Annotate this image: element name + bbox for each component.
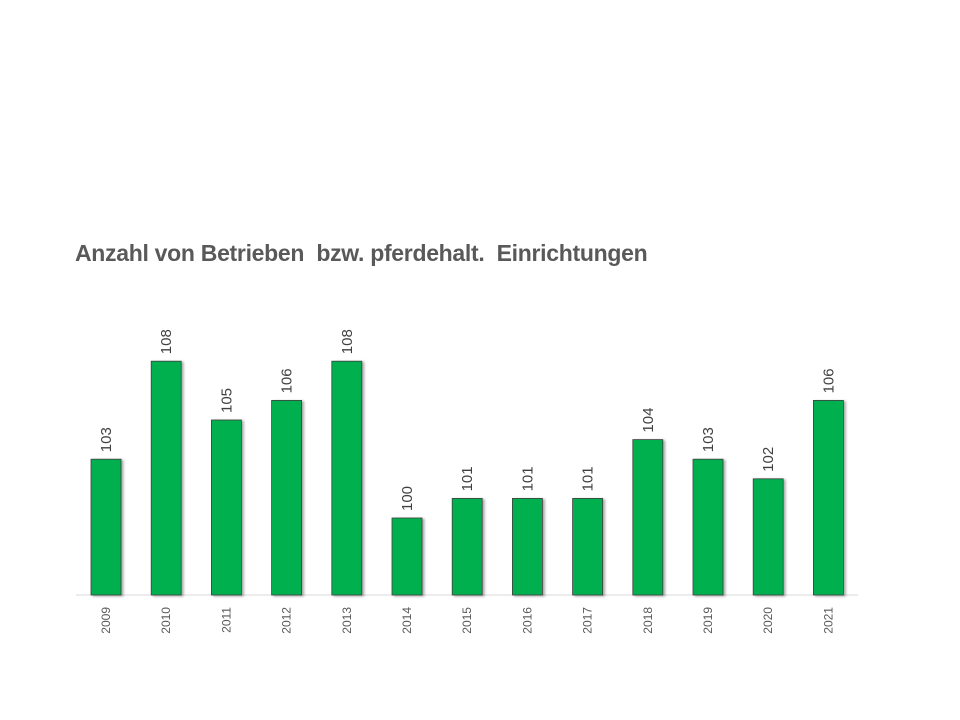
tick-label-2020: 2020	[761, 607, 775, 634]
tick-label-2016: 2016	[520, 607, 534, 634]
value-label-2011: 105	[218, 388, 235, 413]
bar-2017	[572, 497, 603, 596]
value-label-2014: 100	[399, 486, 416, 511]
bar-2021	[813, 399, 844, 596]
bar-2012	[271, 399, 303, 596]
bar-2011	[210, 419, 242, 596]
tick-label-2015: 2015	[460, 607, 474, 634]
value-label-2012: 106	[279, 368, 296, 393]
tick-label-2017: 2017	[581, 607, 595, 634]
bars-group	[90, 360, 844, 596]
chart-title: Anzahl von Betrieben bzw. pferdehalt. Ei…	[75, 240, 648, 266]
tick-label-2009: 2009	[99, 607, 113, 634]
value-label-2010: 108	[158, 329, 175, 354]
tick-label-2013: 2013	[340, 607, 354, 634]
bar-2015	[451, 497, 483, 596]
value-label-2016: 101	[519, 466, 536, 491]
bar-2014	[391, 517, 423, 596]
tick-label-2011: 2011	[219, 607, 233, 633]
tick-label-2014: 2014	[400, 607, 414, 634]
tick-label-2021: 2021	[821, 607, 835, 634]
bar-2020	[752, 478, 784, 596]
value-label-2013: 108	[339, 329, 356, 354]
bar-2010	[150, 360, 182, 596]
value-label-2017: 101	[580, 466, 597, 491]
tick-labels-group: 2009 2010 2011 2012 2013 2014 2015 2016 2017 2018…	[99, 607, 835, 634]
tick-label-2010: 2010	[159, 607, 173, 634]
value-label-2020: 102	[760, 447, 777, 472]
bar-2018	[632, 439, 664, 596]
value-label-2018: 104	[640, 408, 657, 433]
tick-label-2018: 2018	[641, 607, 655, 634]
bar-2019	[692, 458, 724, 596]
value-labels-group: 103 108 105 106 108 100 101 101 101 104 103 102 106	[98, 329, 837, 511]
bar-2013	[331, 360, 363, 596]
value-label-2015: 101	[459, 466, 476, 491]
value-label-2021: 106	[820, 368, 837, 393]
bar-2009	[90, 458, 122, 596]
value-label-2009: 103	[98, 427, 115, 452]
tick-label-2012: 2012	[280, 607, 294, 634]
bar-2016	[512, 497, 543, 596]
value-label-2019: 103	[700, 427, 717, 452]
tick-label-2019: 2019	[701, 607, 715, 634]
